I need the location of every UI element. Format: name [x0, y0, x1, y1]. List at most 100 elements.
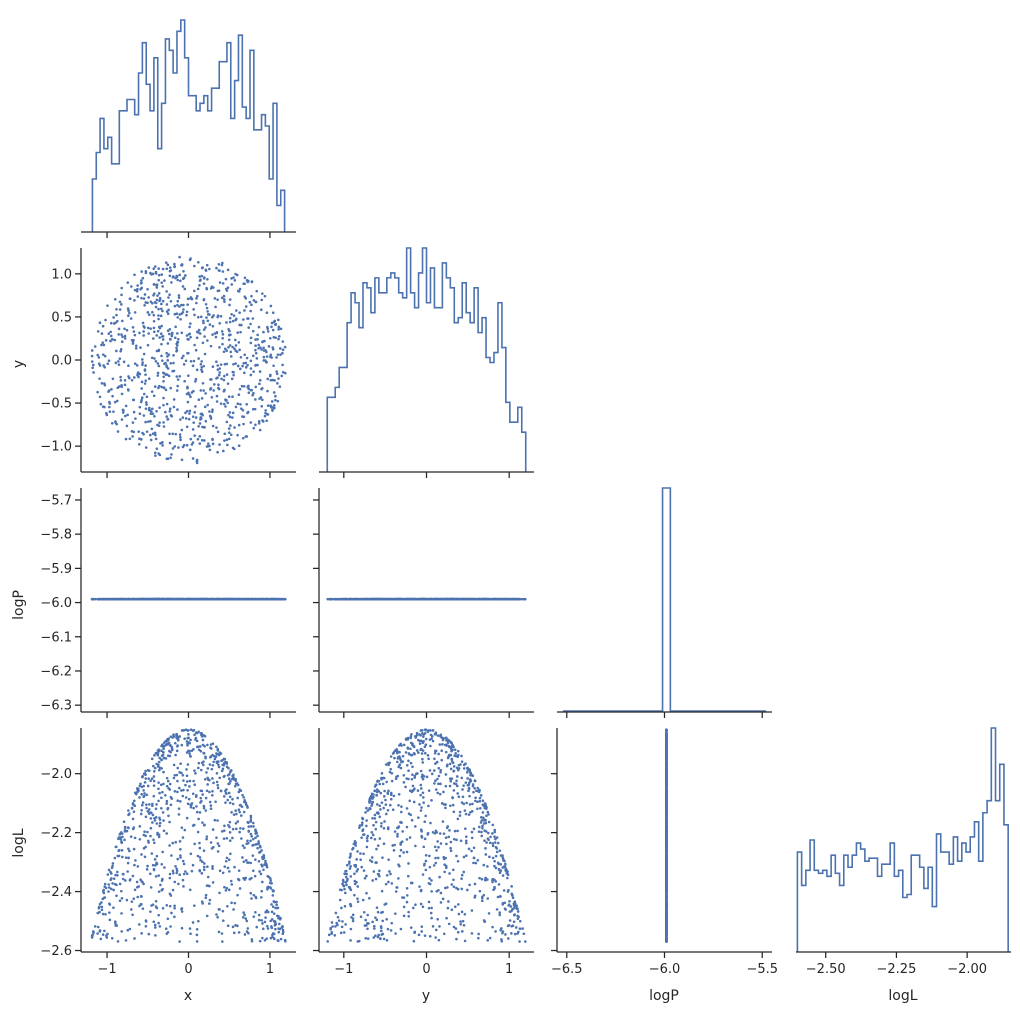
- scatter-point: [153, 265, 157, 268]
- scatter-point: [496, 861, 500, 865]
- scatter-point: [408, 836, 412, 839]
- scatter-point: [227, 427, 231, 430]
- scatter-x-logP-y-axis-tick-label: −5.8: [40, 528, 72, 543]
- scatter-point: [228, 415, 232, 419]
- scatter-point: [212, 286, 215, 289]
- scatter-point: [237, 869, 241, 872]
- scatter-point: [492, 888, 495, 892]
- scatter-point: [494, 854, 498, 858]
- scatter-point: [260, 864, 264, 868]
- scatter-point: [168, 410, 172, 413]
- scatter-point: [148, 409, 152, 412]
- scatter-point: [245, 930, 249, 933]
- scatter-point: [103, 929, 106, 933]
- scatter-point: [433, 751, 437, 755]
- scatter-point: [508, 919, 512, 922]
- scatter-point: [502, 889, 506, 892]
- scatter-point: [505, 871, 509, 875]
- scatter-point: [378, 815, 382, 819]
- scatter-point: [215, 780, 219, 784]
- scatter-point: [221, 336, 224, 340]
- scatter-point: [271, 888, 275, 892]
- scatter-point: [206, 778, 210, 781]
- scatter-point: [487, 597, 491, 601]
- scatter-point: [484, 853, 488, 856]
- scatter-point: [157, 273, 161, 277]
- scatter-point: [344, 597, 347, 601]
- scatter-point: [370, 856, 374, 859]
- scatter-point: [146, 768, 150, 772]
- scatter-point: [124, 856, 128, 859]
- scatter-point: [265, 361, 268, 364]
- scatter-point: [153, 754, 156, 757]
- scatter-point: [493, 864, 496, 868]
- scatter-point: [135, 787, 139, 790]
- scatter-point: [491, 856, 495, 860]
- scatter-point: [220, 296, 224, 300]
- scatter-point: [144, 834, 147, 838]
- scatter-point: [202, 849, 206, 852]
- scatter-point: [176, 779, 179, 783]
- scatter-point: [195, 927, 199, 931]
- scatter-point: [271, 346, 275, 349]
- scatter-point: [174, 753, 177, 757]
- scatter-point: [169, 750, 172, 754]
- scatter-point: [275, 370, 278, 373]
- scatter-point: [189, 257, 192, 260]
- scatter-point: [409, 926, 413, 929]
- scatter-point: [152, 794, 156, 798]
- scatter-point: [501, 856, 504, 859]
- scatter-point: [400, 760, 403, 764]
- histogram-logP-steps: [661, 487, 672, 712]
- scatter-point: [208, 800, 212, 804]
- scatter-point: [250, 835, 253, 838]
- scatter-point: [202, 862, 206, 865]
- scatter-point: [142, 414, 146, 417]
- scatter-point: [144, 769, 147, 773]
- scatter-point: [449, 840, 453, 844]
- scatter-point: [242, 361, 246, 365]
- scatter-point: [454, 752, 458, 755]
- scatter-point: [439, 768, 443, 772]
- histogram-x-steps: [91, 19, 286, 232]
- scatter-point: [186, 763, 190, 766]
- scatter-point: [461, 788, 464, 791]
- scatter-point: [341, 878, 345, 882]
- scatter-point: [399, 927, 403, 931]
- scatter-point: [444, 784, 448, 788]
- scatter-point: [217, 263, 221, 266]
- scatter-point: [221, 767, 225, 771]
- scatter-point: [402, 914, 406, 918]
- scatter-point: [111, 338, 114, 341]
- scatter-point: [118, 357, 122, 360]
- scatter-point: [178, 305, 181, 308]
- scatter-point: [330, 930, 334, 934]
- scatter-point: [516, 910, 520, 913]
- scatter-point: [197, 357, 200, 360]
- scatter-point: [434, 856, 437, 860]
- scatter-point: [267, 345, 271, 348]
- scatter-point: [212, 781, 215, 785]
- scatter-point: [143, 326, 146, 329]
- scatter-point: [160, 806, 163, 810]
- panel-y-vs-logL: −1 0 1: [313, 728, 534, 977]
- scatter-point: [112, 877, 116, 880]
- scatter-point: [115, 845, 118, 849]
- scatter-point: [269, 355, 272, 359]
- scatter-point: [425, 597, 429, 601]
- scatter-point: [254, 300, 257, 304]
- scatter-point: [176, 790, 179, 794]
- scatter-point: [270, 325, 273, 329]
- scatter-point: [220, 263, 224, 267]
- scatter-point: [455, 779, 458, 783]
- scatter-point: [205, 771, 208, 774]
- scatter-point: [189, 335, 192, 339]
- scatter-point: [228, 344, 232, 347]
- scatter-point: [199, 796, 203, 800]
- scatter-point: [128, 927, 132, 931]
- scatter-point: [454, 927, 458, 930]
- scatter-point: [211, 324, 215, 328]
- scatter-point: [216, 450, 219, 454]
- scatter-point: [451, 761, 455, 765]
- scatter-point: [225, 349, 228, 353]
